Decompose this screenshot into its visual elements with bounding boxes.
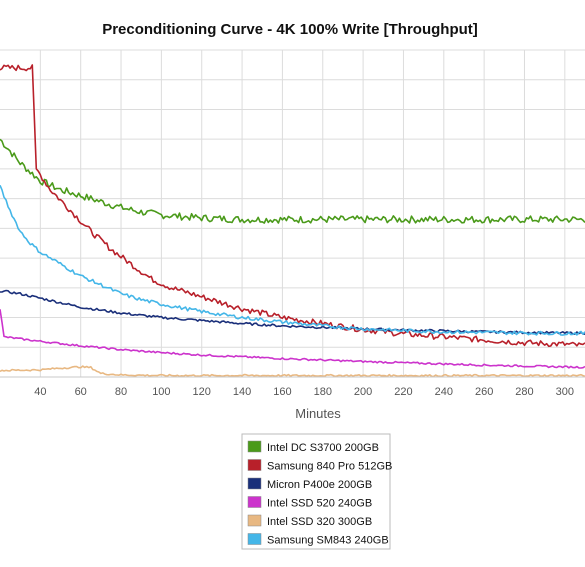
x-tick-label: 180 bbox=[314, 386, 332, 398]
legend-entry: Micron P400e 200GB bbox=[267, 479, 372, 491]
legend-swatch bbox=[247, 477, 262, 490]
x-tick-label: 300 bbox=[556, 386, 574, 398]
x-tick-label: 140 bbox=[233, 386, 251, 398]
legend-swatch bbox=[247, 514, 262, 527]
legend: Intel DC S3700 200GB Samsung 840 Pro 512G… bbox=[241, 433, 392, 550]
x-tick-label: 120 bbox=[193, 386, 211, 398]
legend-swatch bbox=[247, 533, 262, 545]
legend-swatch bbox=[247, 459, 262, 471]
x-tick-label: 160 bbox=[273, 386, 291, 398]
plot-background bbox=[0, 50, 585, 377]
x-axis: 40 60 80 100 120 140 160 180 200 220 240 260 280 300 bbox=[0, 376, 585, 398]
legend-swatch bbox=[247, 496, 262, 508]
legend-entry: Intel SSD 320 300GB bbox=[267, 516, 372, 528]
x-tick-label: 40 bbox=[34, 386, 46, 398]
plot-area bbox=[0, 50, 585, 377]
legend-entry: Intel DC S3700 200GB bbox=[267, 442, 379, 454]
series-line bbox=[0, 138, 585, 224]
x-tick-label: 100 bbox=[152, 386, 170, 398]
series-layer bbox=[0, 64, 585, 377]
legend-box bbox=[241, 433, 391, 550]
legend-entry: Samsung 840 Pro 512GB bbox=[267, 461, 392, 473]
series-line bbox=[0, 64, 585, 348]
x-axis-label: Minutes bbox=[295, 406, 341, 421]
x-tick-label: 200 bbox=[354, 386, 372, 398]
x-tick-label: 220 bbox=[394, 386, 412, 398]
legend-swatch bbox=[247, 440, 262, 453]
x-tick-label: 60 bbox=[75, 386, 87, 398]
x-tick-label: 240 bbox=[435, 386, 453, 398]
x-tick-label: 80 bbox=[115, 386, 127, 398]
legend-entry: Intel SSD 520 240GB bbox=[267, 498, 372, 510]
legend-entry: Samsung SM843 240GB bbox=[267, 535, 389, 547]
series-line bbox=[0, 184, 585, 336]
x-tick-label: 260 bbox=[475, 386, 493, 398]
x-tick-label: 280 bbox=[515, 386, 533, 398]
chart-title: Preconditioning Curve - 4K 100% Write [T… bbox=[102, 21, 478, 38]
series-line bbox=[0, 365, 585, 377]
series-line bbox=[0, 309, 585, 369]
